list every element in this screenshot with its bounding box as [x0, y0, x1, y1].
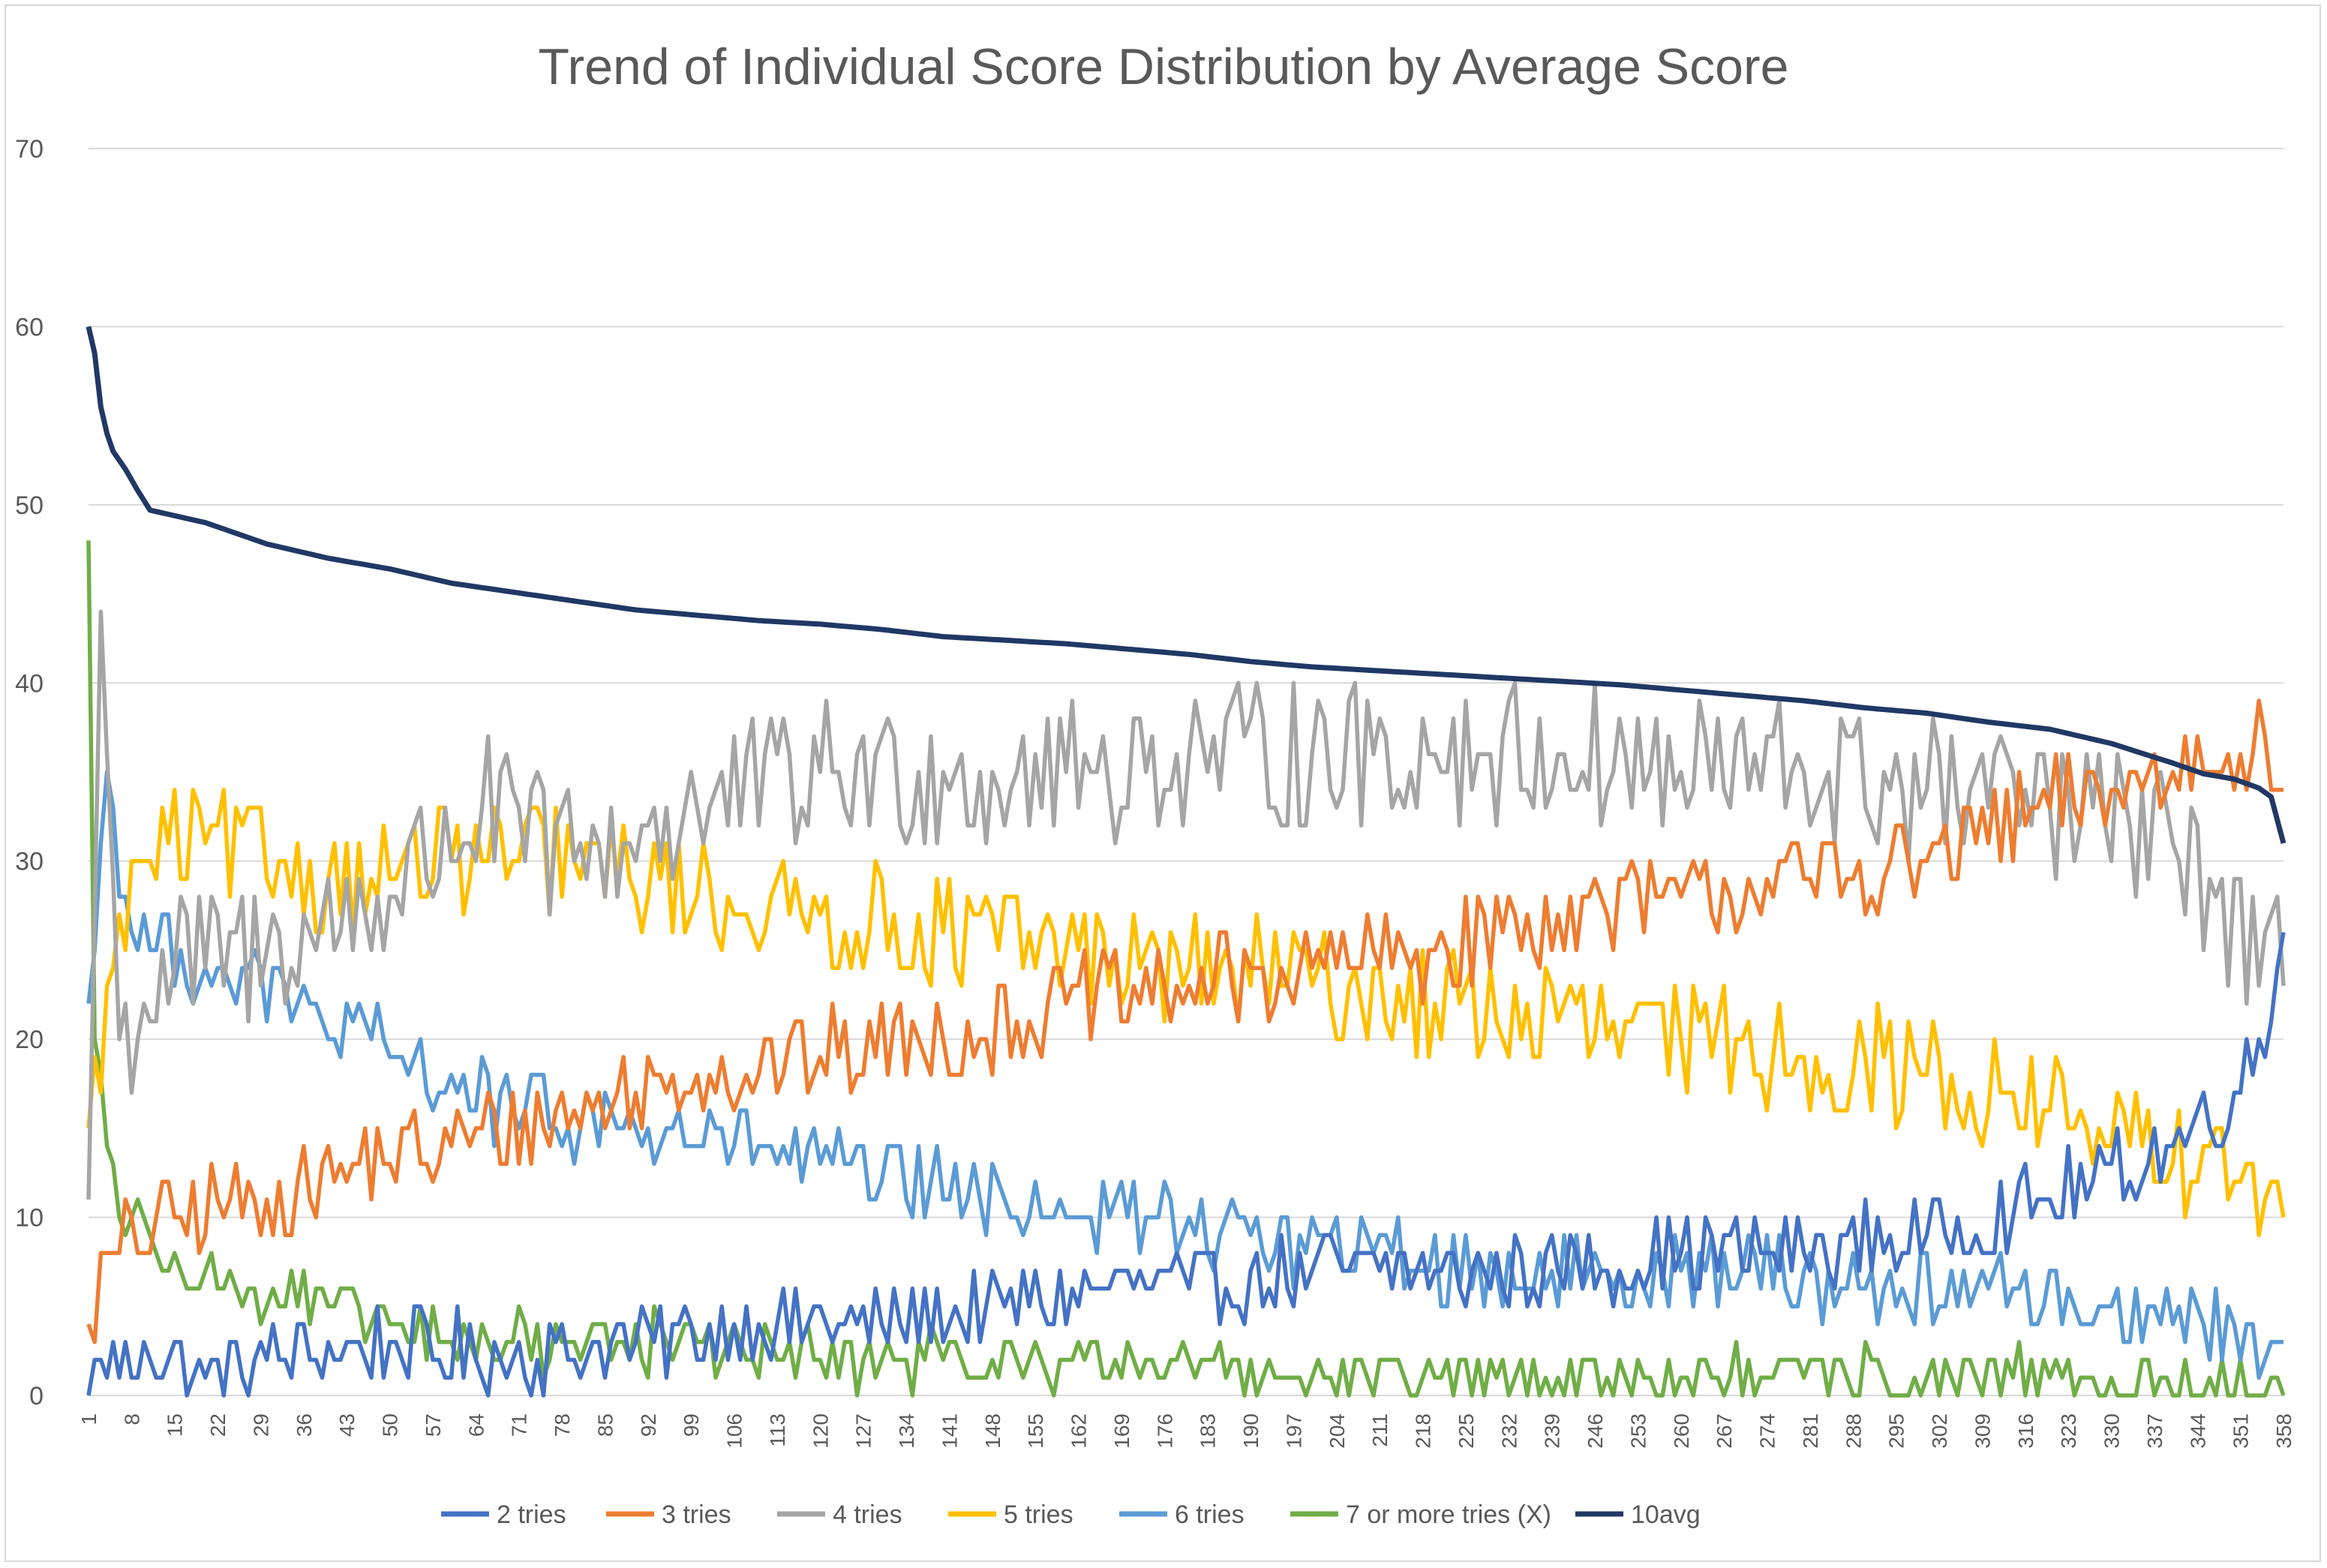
x-tick-label: 64 [464, 1413, 488, 1437]
x-tick-label: 113 [766, 1413, 789, 1447]
x-tick-label: 197 [1282, 1413, 1305, 1449]
x-tick-label: 106 [723, 1413, 746, 1449]
y-tick-label: 0 [29, 1382, 44, 1410]
series-layer [86, 326, 2286, 1398]
x-tick-label: 155 [1024, 1413, 1047, 1449]
x-tick-label: 1 [77, 1413, 101, 1425]
x-tick-label: 260 [1670, 1413, 1693, 1449]
x-tick-label: 323 [2057, 1413, 2080, 1449]
x-tick-label: 302 [1928, 1413, 1951, 1449]
chart-title: Trend of Individual Score Distribution b… [539, 38, 1789, 95]
x-tick-label: 253 [1626, 1413, 1650, 1449]
x-tick-label: 204 [1326, 1413, 1349, 1449]
x-tick-label: 218 [1412, 1413, 1435, 1449]
legend-item: 7 or more tries (X) [1290, 1500, 1551, 1529]
x-tick-label: 57 [422, 1413, 445, 1437]
x-axis-ticks: 1 8 15 22 29 36 43 50 57 64 71 78 85 92 99 106 113 120 127… [77, 1413, 2295, 1449]
x-tick-label: 85 [593, 1413, 617, 1437]
legend-label: 7 or more tries (X) [1346, 1500, 1551, 1529]
y-tick-label: 10 [15, 1204, 44, 1233]
x-tick-label: 239 [1541, 1413, 1564, 1449]
x-tick-label: 274 [1756, 1413, 1779, 1449]
series-line-10avg [86, 326, 2286, 844]
legend-item: 2 tries [441, 1500, 566, 1529]
x-tick-label: 337 [2143, 1413, 2166, 1449]
x-tick-label: 358 [2272, 1413, 2295, 1449]
legend-label: 5 tries [1004, 1500, 1073, 1529]
x-tick-label: 15 [164, 1413, 187, 1437]
x-tick-label: 211 [1368, 1413, 1392, 1447]
x-tick-label: 29 [249, 1413, 272, 1437]
x-tick-label: 8 [120, 1413, 143, 1425]
grid-layer: 0 10 20 30 40 50 60 70 [15, 135, 2283, 1410]
x-tick-label: 281 [1799, 1413, 1822, 1449]
x-tick-label: 344 [2186, 1413, 2209, 1449]
legend-item: 10avg [1575, 1500, 1701, 1529]
legend-label: 4 tries [833, 1500, 902, 1529]
series-line-6-tries [86, 770, 2283, 1380]
x-tick-label: 127 [852, 1413, 875, 1449]
legend-item: 5 tries [948, 1500, 1073, 1529]
series-line-5-tries [86, 787, 2286, 1238]
x-tick-label: 71 [508, 1413, 531, 1437]
x-tick-label: 246 [1584, 1413, 1607, 1449]
x-tick-label: 232 [1497, 1413, 1521, 1449]
x-tick-label: 288 [1842, 1413, 1865, 1449]
x-tick-label: 351 [2229, 1413, 2253, 1449]
y-tick-label: 30 [15, 848, 44, 876]
x-tick-label: 134 [895, 1413, 918, 1449]
legend-label: 2 tries [497, 1500, 566, 1529]
legend-label: 6 tries [1175, 1500, 1245, 1529]
y-tick-label: 50 [15, 491, 44, 520]
x-tick-label: 162 [1067, 1413, 1091, 1449]
x-tick-label: 295 [1885, 1413, 1908, 1449]
series-line-4-tries [86, 609, 2286, 1200]
x-tick-label: 176 [1153, 1413, 1176, 1449]
x-tick-label: 120 [809, 1413, 832, 1449]
x-tick-label: 267 [1713, 1413, 1736, 1449]
series-line-7-or-more-tries-x- [86, 540, 2286, 1398]
x-tick-label: 169 [1110, 1413, 1133, 1449]
x-tick-label: 225 [1455, 1413, 1478, 1449]
x-tick-label: 309 [1971, 1413, 1994, 1449]
y-tick-label: 20 [15, 1026, 44, 1054]
chart-frame [5, 5, 2321, 1562]
series-line-2-tries [86, 932, 2286, 1398]
legend-item: 6 tries [1119, 1500, 1245, 1529]
legend-item: 3 tries [606, 1500, 731, 1529]
y-tick-label: 40 [15, 669, 44, 698]
x-tick-label: 190 [1239, 1413, 1263, 1449]
legend: 2 tries 3 tries 4 tries 5 tries 6 tries 7 or … [441, 1500, 1701, 1529]
x-tick-label: 330 [2100, 1413, 2124, 1449]
x-tick-label: 50 [379, 1413, 402, 1437]
y-tick-label: 60 [15, 313, 44, 341]
x-tick-label: 99 [680, 1413, 703, 1437]
legend-item: 4 tries [777, 1500, 902, 1529]
x-tick-label: 36 [293, 1413, 316, 1437]
x-tick-label: 78 [551, 1413, 574, 1437]
x-tick-label: 183 [1197, 1413, 1220, 1449]
x-tick-label: 43 [335, 1413, 359, 1437]
x-tick-label: 141 [938, 1413, 961, 1449]
y-tick-label: 70 [15, 135, 44, 164]
x-tick-label: 148 [981, 1413, 1004, 1449]
series-line-3-tries [86, 698, 2283, 1344]
x-tick-label: 22 [206, 1413, 230, 1437]
x-tick-label: 92 [637, 1413, 660, 1437]
x-tick-label: 316 [2014, 1413, 2037, 1449]
legend-label: 10avg [1631, 1500, 1701, 1529]
legend-label: 3 tries [662, 1500, 731, 1529]
